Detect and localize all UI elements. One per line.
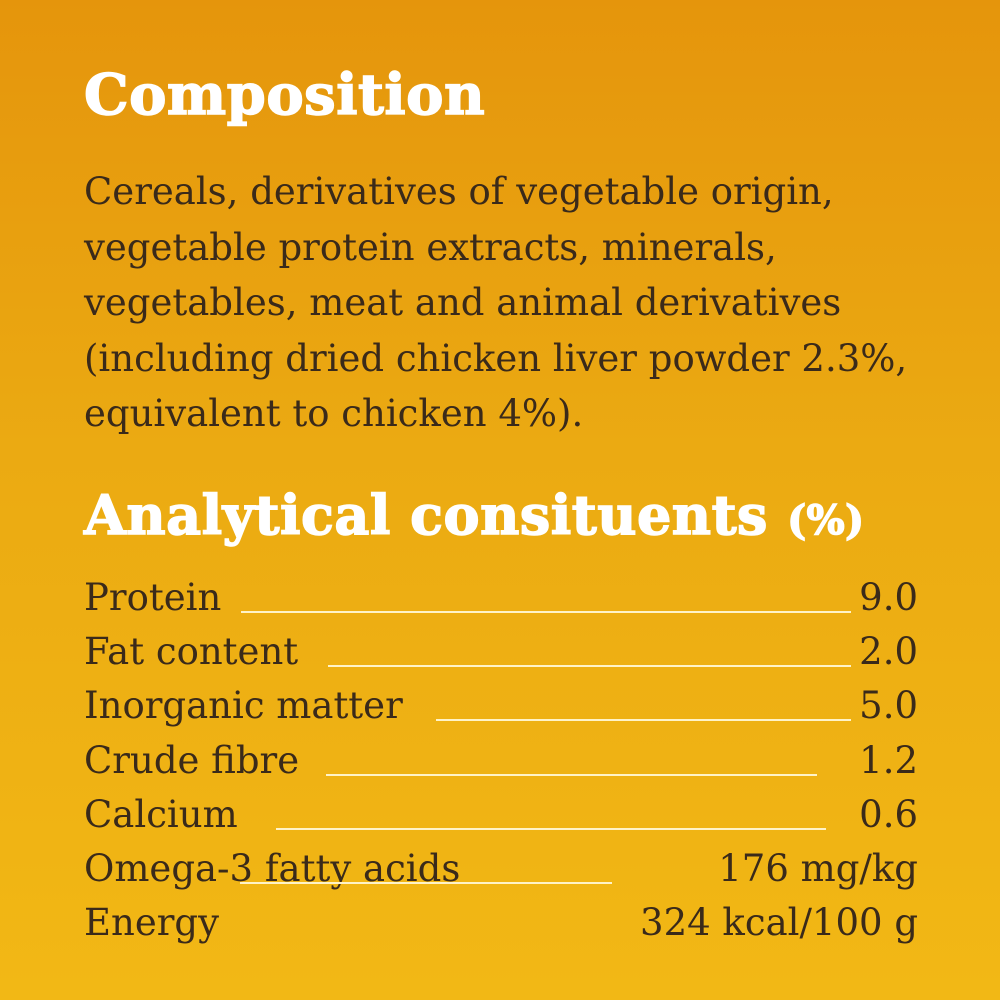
constituent-label: Energy [84,901,220,945]
constituent-label: Fat content [84,630,299,674]
constituent-value: 324 kcal/100 g [640,901,918,945]
analytical-heading: Analytical consituents (%) [83,480,865,556]
constituent-value: 2.0 [859,630,918,674]
leader-line [240,881,612,884]
composition-heading: Composition [83,61,486,129]
leader-line [276,827,826,830]
constituent-row-inorganic-matter: Inorganic matter 5.0 [84,679,918,733]
constituent-value: 0.6 [859,792,918,836]
constituent-row-fat-content: Fat content 2.0 [84,625,918,679]
analytical-heading-title: Analytical consituents [83,482,768,548]
leader-line [328,665,851,668]
constituent-value: 176 mg/kg [718,846,918,890]
constituent-label: Crude fibre [84,738,300,782]
constituent-row-omega-3: Omega-3 fatty acids 176 mg/kg [84,842,918,896]
leader-line [436,719,851,722]
constituent-value: 5.0 [859,684,918,728]
constituent-label: Protein [84,576,222,619]
constituent-value: 1.2 [859,738,918,782]
constituent-row-crude-fibre: Crude fibre 1.2 [84,734,918,788]
constituent-label: Omega-3 fatty acids [84,846,461,890]
constituent-row-protein: Protein 9.0 [84,571,918,625]
leader-line [241,611,851,613]
composition-text: Cereals, derivatives of vegetable origin… [84,170,908,435]
constituent-row-energy: Energy 324 kcal/100 g [84,896,918,950]
constituent-value: 9.0 [859,576,918,619]
constituent-row-calcium: Calcium 0.6 [84,788,918,842]
constituent-label: Inorganic matter [84,684,403,728]
leader-line [326,773,817,776]
constituent-label: Calcium [84,792,238,836]
analytical-constituents-list: Protein 9.0 Fat content 2.0 Inorganic ma… [84,571,918,950]
analytical-heading-unit: (%) [786,496,865,545]
